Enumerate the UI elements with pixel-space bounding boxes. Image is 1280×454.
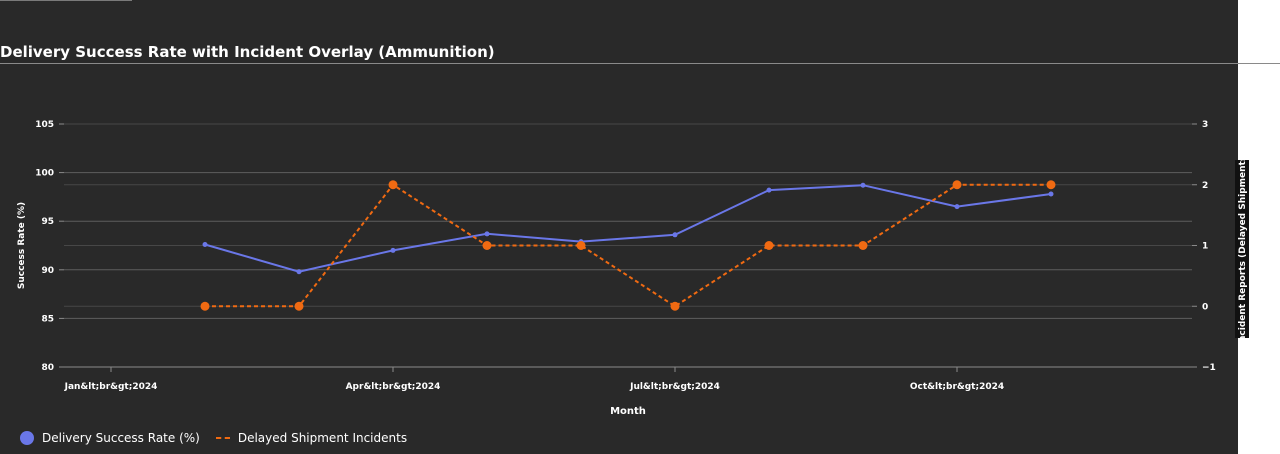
data-point-incidents (1046, 180, 1056, 190)
data-point-success-rate (390, 247, 396, 253)
x-tick-label: Jan&lt;br&gt;2024 (64, 382, 158, 392)
data-point-incidents (388, 180, 398, 190)
data-point-success-rate (484, 231, 490, 237)
y2-tick-label: 1 (1202, 242, 1208, 252)
x-axis-title: Month (610, 406, 646, 417)
data-point-success-rate (672, 232, 678, 238)
y2-tick-label: 0 (1202, 302, 1208, 312)
data-point-incidents (858, 241, 868, 250)
data-point-success-rate (860, 182, 866, 188)
series-line-incidents (205, 183, 1051, 308)
y-tick-label: 90 (41, 266, 54, 276)
y2-tick-label: −1 (1202, 363, 1216, 373)
data-point-incidents (200, 301, 210, 311)
data-point-incidents (670, 301, 680, 311)
legend-label-incidents: Delayed Shipment Incidents (237, 431, 408, 445)
y2-axis-title: Incident Reports (Delayed Shipments) (1238, 152, 1248, 346)
x-tick-label: Apr&lt;br&gt;2024 (346, 382, 441, 392)
data-point-success-rate (202, 242, 208, 248)
legend-swatch-success-rate (20, 431, 34, 445)
y2-tick-label: 2 (1202, 181, 1208, 191)
data-point-incidents (294, 301, 304, 311)
y-tick-label: 85 (41, 314, 54, 324)
legend: Delivery Success Rate (%) Delayed Shipme… (20, 431, 423, 445)
data-point-success-rate (766, 187, 772, 193)
data-point-incidents (576, 241, 586, 250)
y2-axis-title-badge (1235, 160, 1249, 338)
y2-tick-label: 3 (1202, 120, 1208, 130)
y-tick-label: 80 (41, 363, 54, 373)
top-tab-indicator (0, 0, 132, 1)
y-tick-label: 95 (41, 217, 54, 227)
x-tick-label: Oct&lt;br&gt;2024 (910, 382, 1004, 392)
x-tick-label: Jul&lt;br&gt;2024 (629, 382, 720, 392)
data-point-incidents (764, 241, 774, 250)
data-point-incidents (952, 180, 962, 190)
data-point-success-rate (1048, 191, 1054, 197)
legend-label-success-rate: Delivery Success Rate (%) (42, 431, 200, 445)
data-point-success-rate (954, 204, 960, 210)
chart-title: Delivery Success Rate with Incident Over… (0, 43, 495, 61)
chart-panel: Delivery Success Rate with Incident Over… (0, 0, 1238, 454)
y-axis-title: Success Rate (%) (17, 202, 27, 289)
data-point-incidents (482, 241, 492, 250)
y-tick-label: 100 (35, 169, 54, 179)
legend-item-incidents[interactable]: Delayed Shipment Incidents (215, 431, 408, 445)
data-point-success-rate (296, 269, 302, 275)
y-tick-label: 105 (35, 120, 54, 130)
title-divider (0, 63, 1280, 64)
series-line-success-rate (204, 184, 1052, 273)
legend-item-success-rate[interactable]: Delivery Success Rate (%) (20, 431, 200, 445)
legend-swatch-incidents (215, 437, 230, 439)
